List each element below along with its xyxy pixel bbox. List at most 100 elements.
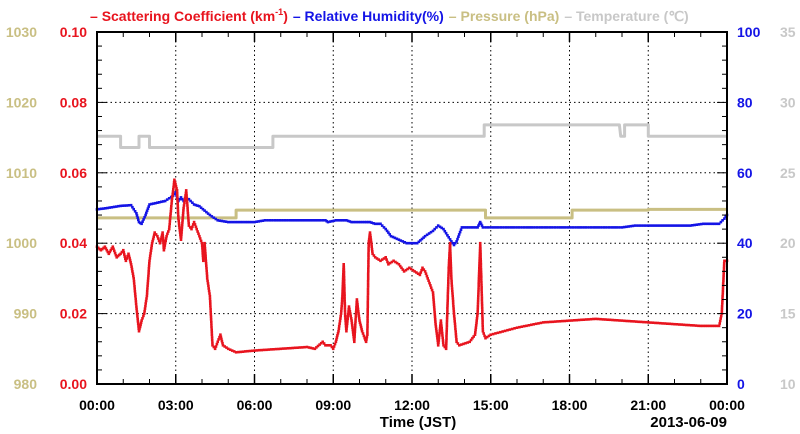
humidity-marker	[631, 224, 635, 228]
scattering-marker	[365, 338, 368, 341]
scattering-marker	[451, 297, 455, 300]
scattering-marker	[418, 273, 422, 277]
scattering-marker	[479, 249, 482, 253]
scattering-marker	[446, 307, 449, 310]
scattering-marker	[333, 342, 337, 346]
scattering-marker	[354, 323, 357, 326]
humidity-marker	[533, 226, 536, 229]
humidity-marker	[234, 220, 237, 224]
humidity-tick-label-3: 60	[737, 165, 753, 181]
temperature-line	[97, 123, 727, 149]
scattering-marker	[453, 320, 456, 323]
humidity-marker	[489, 226, 492, 229]
scattering-marker	[479, 252, 482, 255]
scattering-marker	[546, 320, 550, 324]
scattering-marker	[447, 274, 450, 277]
scattering-marker	[440, 331, 444, 335]
scattering-marker	[658, 321, 662, 325]
scattering-marker	[181, 218, 184, 222]
scattering-marker	[445, 332, 448, 335]
scattering-marker	[230, 349, 234, 352]
scattering-marker	[476, 314, 479, 318]
scattering-marker	[338, 322, 341, 325]
scattering-marker	[471, 336, 474, 340]
humidity-marker	[610, 226, 613, 229]
scattering-marker	[433, 308, 436, 311]
humidity-marker	[691, 224, 694, 227]
scattering-marker	[448, 246, 452, 250]
scattering-marker	[449, 272, 453, 275]
scattering-marker	[426, 277, 429, 280]
humidity-marker	[457, 233, 461, 236]
scattering-marker	[185, 199, 189, 202]
humidity-marker	[143, 215, 146, 219]
scattering-marker	[489, 333, 492, 336]
scattering-marker	[335, 338, 338, 341]
scattering-marker	[544, 320, 547, 324]
scattering-marker	[476, 302, 480, 305]
scattering-marker	[166, 232, 169, 236]
scattering-marker	[177, 217, 180, 220]
scattering-marker	[180, 231, 183, 234]
scattering-marker	[663, 322, 667, 325]
scattering-marker	[445, 317, 449, 320]
scattering-marker	[163, 241, 167, 245]
scattering-marker	[475, 319, 478, 322]
humidity-marker	[366, 220, 370, 224]
scattering-marker	[180, 226, 184, 229]
scattering-marker	[366, 297, 370, 301]
scattering-marker	[318, 343, 321, 346]
scattering-marker	[340, 299, 344, 303]
scattering-marker	[382, 257, 386, 260]
humidity-marker	[319, 219, 322, 222]
scattering-marker	[360, 329, 364, 333]
humidity-marker	[203, 209, 206, 212]
humidity-marker	[387, 231, 390, 234]
legend-dash-0: –	[90, 8, 102, 24]
humidity-marker	[484, 226, 487, 229]
temperature-tick-label-3: 25	[780, 165, 796, 181]
scattering-marker	[185, 194, 188, 197]
humidity-marker	[704, 222, 707, 226]
pressure-tick-label-0: 980	[14, 376, 38, 392]
humidity-marker	[711, 222, 714, 226]
scattering-marker	[130, 265, 133, 268]
scattering-marker	[366, 330, 369, 334]
scattering-marker	[205, 267, 208, 270]
scattering-marker	[160, 235, 163, 239]
scattering-marker	[720, 307, 724, 310]
humidity-marker	[399, 239, 403, 242]
scattering-marker	[187, 219, 190, 222]
scattering-tick-label-4: 0.08	[60, 94, 87, 110]
date-label: 2013-06-09	[650, 414, 727, 431]
scattering-marker	[339, 312, 343, 315]
scattering-marker	[654, 321, 657, 325]
scattering-marker	[710, 324, 714, 328]
scattering-marker	[421, 266, 424, 270]
scattering-marker	[354, 310, 358, 314]
scattering-marker	[565, 319, 569, 323]
humidity-marker	[102, 207, 105, 210]
scattering-marker	[339, 314, 342, 318]
scattering-marker	[218, 335, 221, 339]
scattering-marker	[354, 313, 358, 316]
humidity-marker	[702, 222, 705, 226]
scattering-marker	[199, 239, 203, 243]
humidity-marker	[683, 224, 687, 227]
scattering-marker	[99, 248, 103, 252]
scattering-marker	[480, 275, 483, 279]
scattering-marker	[477, 289, 480, 293]
scattering-marker	[344, 319, 347, 323]
humidity-marker	[597, 226, 601, 229]
x-tick-label-2: 06:00	[237, 397, 273, 413]
scattering-marker	[445, 339, 448, 343]
scattering-tick-label-5: 0.10	[60, 24, 87, 40]
humidity-marker	[556, 226, 559, 229]
humidity-marker	[535, 226, 539, 229]
scattering-marker	[475, 321, 478, 325]
scattering-marker	[454, 327, 457, 331]
humidity-marker	[293, 219, 297, 222]
scattering-marker	[462, 342, 465, 346]
scattering-marker	[697, 324, 700, 328]
